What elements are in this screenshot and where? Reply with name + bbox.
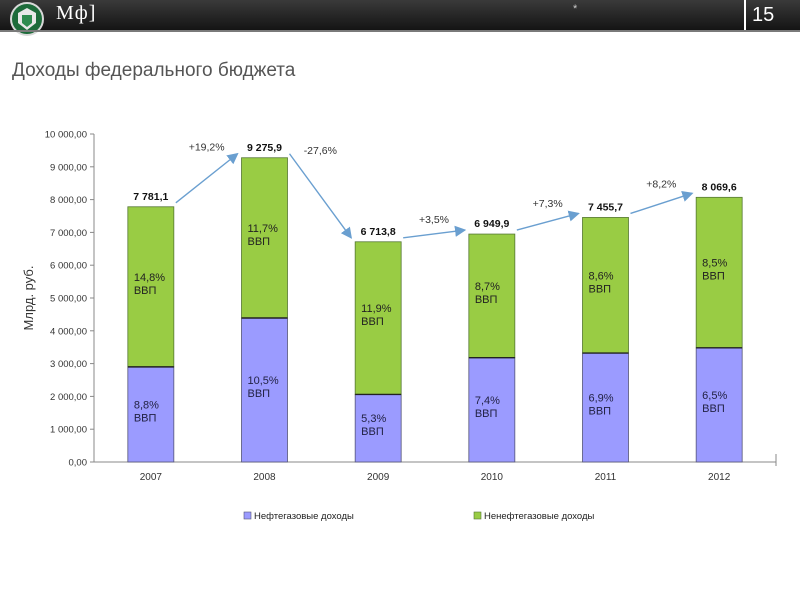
change-label: +19,2%: [189, 142, 225, 154]
oil-gas-data-label: 5,3%: [361, 413, 386, 425]
y-tick-label: 10 000,00: [45, 130, 87, 141]
bar-non-oil-gas: [468, 233, 516, 359]
legend-swatch-non-oil-gas: [473, 511, 482, 520]
legend-label-non-oil-gas: Ненефтегазовые доходы: [484, 511, 595, 522]
total-label: 6 713,8: [361, 226, 396, 238]
oil-gas-data-label: ВВП: [589, 406, 612, 418]
y-tick-label: 7 000,00: [50, 228, 87, 239]
oil-gas-data-label: 6,5%: [702, 390, 727, 402]
change-label: +8,2%: [646, 178, 676, 190]
bar-non-oil-gas: [582, 217, 629, 354]
header-bar: Мф] * 15: [0, 0, 800, 36]
total-label: 7 781,1: [133, 191, 168, 203]
oil-gas-data-label: ВВП: [475, 408, 498, 420]
non-oil-gas-data-label: 11,9%: [361, 303, 392, 315]
bar-non-oil-gas: [695, 196, 743, 349]
x-tick-label: 2008: [253, 472, 276, 483]
total-label: 7 455,7: [588, 201, 623, 213]
y-axis-label: Млрд. руб.: [21, 266, 36, 331]
bar-non-oil-gas: [241, 157, 288, 319]
change-arrow: [175, 152, 239, 204]
header-star: *: [573, 3, 578, 15]
non-oil-gas-data-label: ВВП: [589, 283, 612, 295]
legend-swatch-oil-gas: [243, 511, 252, 520]
header-divider: [744, 0, 746, 30]
oil-gas-data-label: 8,8%: [134, 399, 159, 411]
change-label: +3,5%: [419, 214, 449, 226]
header-underline: [0, 30, 800, 32]
non-oil-gas-data-label: ВВП: [134, 285, 157, 297]
x-tick-label: 2011: [595, 472, 617, 483]
x-tick-label: 2010: [481, 472, 504, 483]
brand-text: Мф]: [56, 2, 97, 24]
x-tick-label: 2012: [708, 472, 731, 483]
bar-non-oil-gas: [354, 241, 402, 395]
y-tick-label: 2 000,00: [50, 392, 87, 403]
total-label: 9 275,9: [247, 142, 282, 154]
non-oil-gas-data-label: ВВП: [475, 294, 498, 306]
bar-oil-gas: [468, 357, 516, 463]
oil-gas-data-label: 6,9%: [589, 393, 614, 405]
change-arrow: [630, 191, 694, 215]
y-tick-label: 1 000,00: [50, 425, 87, 436]
legend-label-oil-gas: Нефтегазовые доходы: [254, 511, 354, 522]
oil-gas-data-label: 10,5%: [248, 375, 279, 387]
change-arrow: [403, 225, 467, 239]
non-oil-gas-data-label: 11,7%: [248, 223, 279, 235]
emblem-icon: [10, 2, 44, 36]
non-oil-gas-data-label: ВВП: [702, 271, 725, 283]
change-label: -27,6%: [304, 145, 337, 157]
change-arrow: [288, 153, 352, 239]
y-tick-label: 3 000,00: [50, 359, 87, 370]
non-oil-gas-data-label: ВВП: [361, 316, 384, 328]
non-oil-gas-data-label: ВВП: [248, 236, 271, 248]
oil-gas-data-label: 7,4%: [475, 395, 500, 407]
x-tick-label: 2009: [367, 472, 390, 483]
x-tick-label: 2007: [140, 472, 163, 483]
y-tick-label: 4 000,00: [50, 326, 87, 337]
bar-oil-gas: [354, 394, 402, 463]
oil-gas-data-label: ВВП: [702, 403, 725, 415]
slide-title: Доходы федерального бюджета: [12, 60, 296, 81]
change-arrow: [516, 210, 580, 231]
oil-gas-data-label: ВВП: [361, 426, 384, 438]
y-tick-label: 6 000,00: [50, 261, 87, 272]
non-oil-gas-data-label: 14,8%: [134, 272, 165, 284]
non-oil-gas-data-label: 8,5%: [702, 258, 727, 270]
oil-gas-data-label: ВВП: [134, 412, 157, 424]
total-label: 8 069,6: [702, 181, 737, 193]
bar-oil-gas: [241, 317, 288, 463]
change-label: +7,3%: [533, 198, 563, 210]
y-tick-label: 9 000,00: [50, 162, 87, 173]
y-tick-label: 0,00: [69, 458, 88, 469]
total-label: 6 949,9: [474, 218, 509, 230]
non-oil-gas-data-label: 8,7%: [475, 281, 500, 293]
bar-oil-gas: [127, 366, 175, 463]
page-number: 15: [752, 4, 775, 26]
non-oil-gas-data-label: 8,6%: [589, 270, 614, 282]
oil-gas-data-label: ВВП: [248, 388, 271, 400]
y-tick-label: 5 000,00: [50, 294, 87, 305]
bar-oil-gas: [582, 352, 629, 463]
y-tick-label: 8 000,00: [50, 195, 87, 206]
bar-oil-gas: [695, 347, 743, 463]
